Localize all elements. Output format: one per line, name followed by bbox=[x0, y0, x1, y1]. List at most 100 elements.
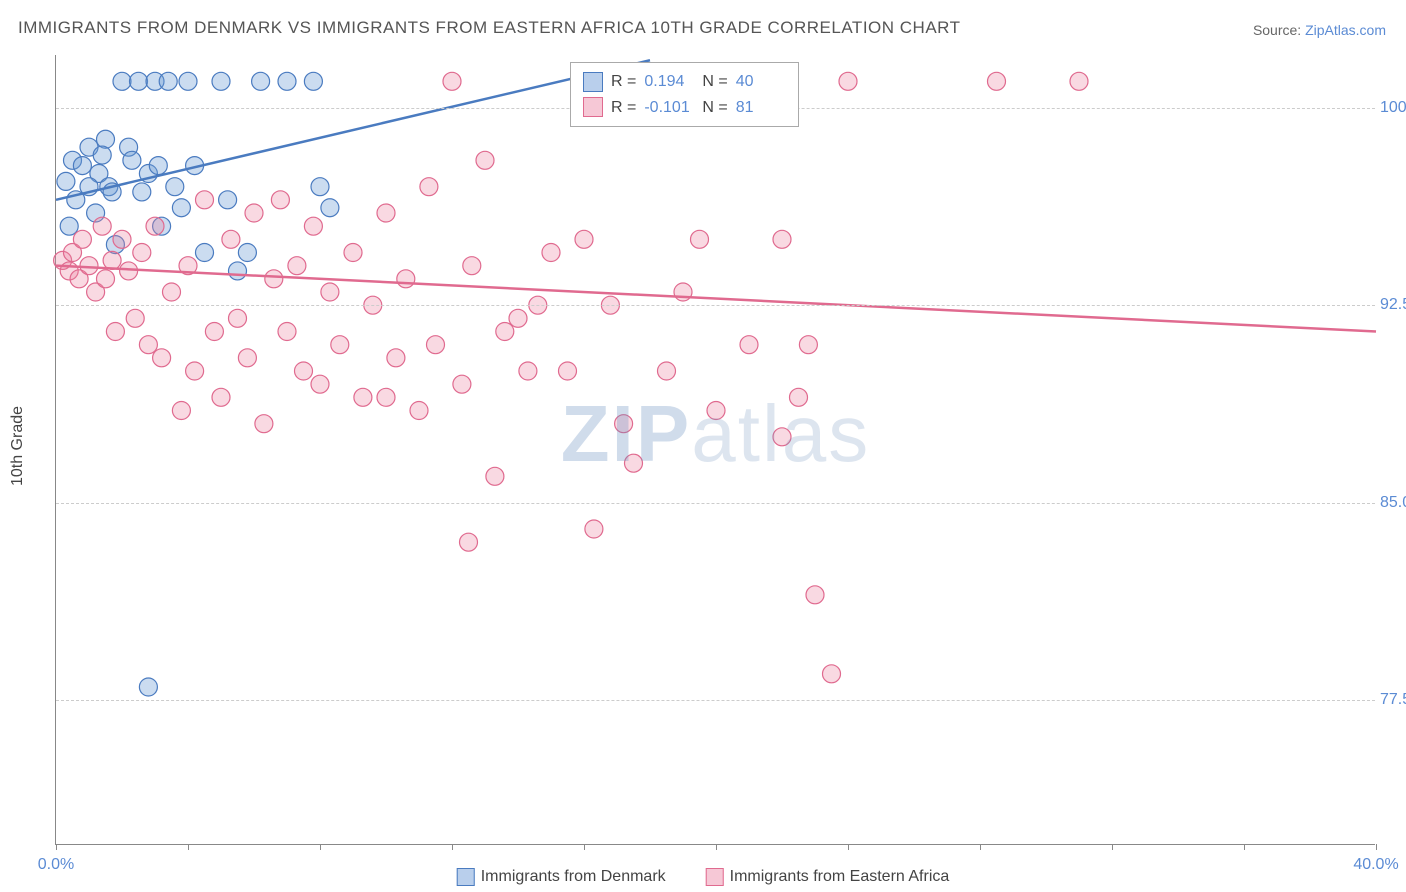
data-point bbox=[133, 244, 151, 262]
data-point bbox=[823, 665, 841, 683]
legend-stat-row: R =0.194N =40 bbox=[583, 69, 786, 95]
legend-r-value: -0.101 bbox=[644, 95, 694, 121]
data-point bbox=[585, 520, 603, 538]
data-point bbox=[463, 257, 481, 275]
legend-n-label: N = bbox=[702, 95, 727, 121]
x-tick bbox=[716, 844, 717, 850]
data-point bbox=[625, 454, 643, 472]
data-point bbox=[519, 362, 537, 380]
legend-correlation-box: R =0.194N =40R =-0.101N =81 bbox=[570, 62, 799, 127]
source-prefix: Source: bbox=[1253, 22, 1305, 38]
data-point bbox=[123, 151, 141, 169]
x-tick-label-right: 40.0% bbox=[1353, 856, 1398, 874]
data-point bbox=[97, 130, 115, 148]
data-point bbox=[172, 199, 190, 217]
data-point bbox=[460, 533, 478, 551]
data-point bbox=[149, 157, 167, 175]
data-point bbox=[615, 415, 633, 433]
data-point bbox=[542, 244, 560, 262]
data-point bbox=[427, 336, 445, 354]
data-point bbox=[159, 72, 177, 90]
data-point bbox=[1070, 72, 1088, 90]
data-point bbox=[799, 336, 817, 354]
legend-swatch bbox=[583, 97, 603, 117]
x-tick bbox=[452, 844, 453, 850]
data-point bbox=[196, 244, 214, 262]
legend-item: Immigrants from Denmark bbox=[457, 868, 666, 886]
data-point bbox=[106, 323, 124, 341]
data-point bbox=[420, 178, 438, 196]
legend-item: Immigrants from Eastern Africa bbox=[706, 868, 950, 886]
data-point bbox=[575, 230, 593, 248]
y-tick-label: 100.0% bbox=[1380, 99, 1406, 117]
data-point bbox=[839, 72, 857, 90]
data-point bbox=[658, 362, 676, 380]
data-point bbox=[691, 230, 709, 248]
data-point bbox=[166, 178, 184, 196]
trend-line bbox=[56, 266, 1376, 332]
data-point bbox=[806, 586, 824, 604]
data-point bbox=[321, 283, 339, 301]
data-point bbox=[496, 323, 514, 341]
data-point bbox=[113, 72, 131, 90]
data-point bbox=[179, 72, 197, 90]
x-tick bbox=[1112, 844, 1113, 850]
data-point bbox=[238, 349, 256, 367]
legend-swatch bbox=[457, 868, 475, 886]
legend-swatch bbox=[706, 868, 724, 886]
data-point bbox=[133, 183, 151, 201]
data-point bbox=[265, 270, 283, 288]
legend-r-label: R = bbox=[611, 95, 636, 121]
data-point bbox=[559, 362, 577, 380]
data-point bbox=[278, 323, 296, 341]
data-point bbox=[60, 217, 78, 235]
gridline bbox=[56, 700, 1375, 701]
data-point bbox=[509, 309, 527, 327]
data-point bbox=[255, 415, 273, 433]
data-point bbox=[229, 309, 247, 327]
data-point bbox=[57, 172, 75, 190]
legend-n-value: 40 bbox=[736, 69, 786, 95]
data-point bbox=[153, 349, 171, 367]
data-point bbox=[222, 230, 240, 248]
data-point bbox=[172, 402, 190, 420]
chart-title: IMMIGRANTS FROM DENMARK VS IMMIGRANTS FR… bbox=[18, 18, 961, 38]
data-point bbox=[773, 428, 791, 446]
source-attribution: Source: ZipAtlas.com bbox=[1253, 22, 1386, 38]
data-point bbox=[707, 402, 725, 420]
data-point bbox=[93, 146, 111, 164]
data-point bbox=[377, 204, 395, 222]
data-point bbox=[73, 230, 91, 248]
data-point bbox=[219, 191, 237, 209]
data-point bbox=[139, 678, 157, 696]
plot-area: ZIPatlas 77.5%85.0%92.5%100.0%0.0%40.0% bbox=[55, 55, 1375, 845]
data-point bbox=[245, 204, 263, 222]
data-point bbox=[295, 362, 313, 380]
data-point bbox=[397, 270, 415, 288]
gridline bbox=[56, 305, 1375, 306]
data-point bbox=[196, 191, 214, 209]
x-tick-label-left: 0.0% bbox=[38, 856, 74, 874]
data-point bbox=[278, 72, 296, 90]
data-point bbox=[103, 251, 121, 269]
data-point bbox=[229, 262, 247, 280]
data-point bbox=[93, 217, 111, 235]
x-tick bbox=[980, 844, 981, 850]
legend-n-value: 81 bbox=[736, 95, 786, 121]
legend-label: Immigrants from Denmark bbox=[481, 868, 666, 885]
legend-n-label: N = bbox=[702, 69, 727, 95]
data-point bbox=[304, 217, 322, 235]
data-point bbox=[163, 283, 181, 301]
data-point bbox=[486, 467, 504, 485]
data-point bbox=[311, 178, 329, 196]
source-link[interactable]: ZipAtlas.com bbox=[1305, 22, 1386, 38]
data-point bbox=[387, 349, 405, 367]
legend-stat-row: R = -0.101 N = 81 bbox=[583, 95, 786, 121]
data-point bbox=[443, 72, 461, 90]
chart-svg bbox=[56, 55, 1375, 844]
data-point bbox=[212, 72, 230, 90]
data-point bbox=[321, 199, 339, 217]
data-point bbox=[354, 388, 372, 406]
y-tick-label: 92.5% bbox=[1380, 296, 1406, 314]
legend-swatch bbox=[583, 72, 603, 92]
